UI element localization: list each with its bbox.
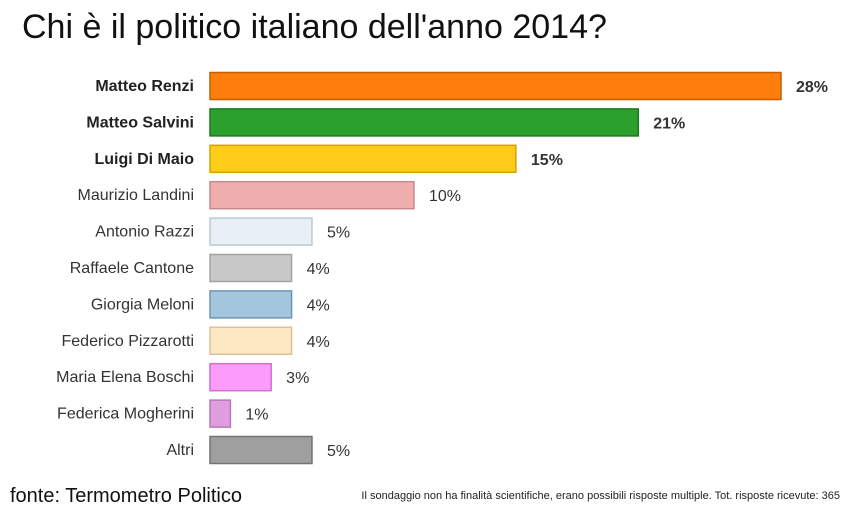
source-label: fonte: Termometro Politico xyxy=(10,485,242,507)
value-label: 28% xyxy=(796,79,828,96)
bar xyxy=(209,290,293,319)
category-label: Luigi Di Maio xyxy=(94,151,194,168)
value-label: 5% xyxy=(327,225,350,242)
category-label: Altri xyxy=(166,442,194,459)
bar xyxy=(209,253,293,283)
chart-title: Chi è il politico italiano dell'anno 201… xyxy=(22,8,607,46)
bar xyxy=(209,71,782,101)
category-label: Federico Pizzarotti xyxy=(62,333,195,350)
bar xyxy=(209,217,313,246)
value-label: 4% xyxy=(307,334,330,351)
value-label: 10% xyxy=(429,188,461,205)
bar xyxy=(209,362,272,392)
value-label: 21% xyxy=(653,115,685,132)
category-label: Maurizio Landini xyxy=(77,187,194,204)
value-label: 3% xyxy=(286,370,309,387)
category-label: Matteo Salvini xyxy=(86,114,194,131)
bar xyxy=(209,180,415,210)
category-label: Maria Elena Boschi xyxy=(56,369,194,386)
category-label: Matteo Renzi xyxy=(95,78,194,95)
bar xyxy=(209,399,232,428)
bar xyxy=(209,435,313,465)
value-label: 5% xyxy=(327,443,350,460)
category-label: Raffaele Cantone xyxy=(70,260,194,277)
value-label: 4% xyxy=(307,261,330,278)
category-label: Antonio Razzi xyxy=(95,224,194,241)
value-label: 1% xyxy=(245,407,268,424)
bar xyxy=(209,144,517,174)
bars-layer: Matteo Renzi 28% Matteo Salvini 21% Luigi Di… xyxy=(56,71,828,465)
bar xyxy=(209,326,293,356)
category-label: Giorgia Meloni xyxy=(91,296,194,313)
footnote: Il sondaggio non ha finalità scientifich… xyxy=(361,490,840,502)
value-label: 15% xyxy=(531,152,563,169)
category-label: Federica Mogherini xyxy=(57,406,194,423)
bar xyxy=(209,108,639,137)
value-label: 4% xyxy=(307,297,330,314)
